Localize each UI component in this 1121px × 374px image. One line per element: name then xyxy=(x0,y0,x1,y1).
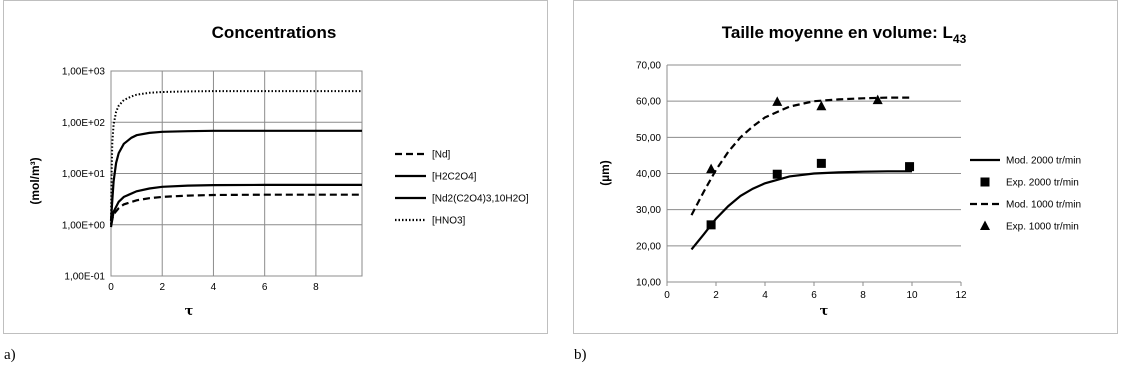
data-point xyxy=(905,162,915,172)
y-tick-label: 1,00E-01 xyxy=(64,272,105,283)
x-tick-label: 2 xyxy=(159,282,165,293)
x-tick-label: 4 xyxy=(762,290,768,301)
data-point xyxy=(816,100,827,111)
chart-title-subscript: 43 xyxy=(953,32,967,46)
y-axis-label: (mol/m³) xyxy=(28,157,42,204)
mean-size-chart: Taille moyenne en volume: L43 (µm) τ 10,… xyxy=(598,23,1081,319)
series-line xyxy=(109,193,362,224)
legend-label: Mod. 2000 tr/min xyxy=(1006,156,1081,167)
x-tick-label: 2 xyxy=(713,290,719,301)
y-tick-label: 1,00E+00 xyxy=(62,220,106,231)
x-tick-label: 4 xyxy=(211,282,217,293)
legend-marker xyxy=(980,220,990,230)
chart-title: Concentrations xyxy=(212,23,337,42)
series-line xyxy=(690,96,912,216)
data-point xyxy=(772,96,783,106)
caption-b: b) xyxy=(574,347,587,363)
legend-marker xyxy=(980,177,990,187)
data-point xyxy=(772,169,782,179)
y-axis-label: (µm) xyxy=(598,160,612,186)
data-point xyxy=(816,158,826,168)
concentrations-chart: Concentrations (mol/m³) τ 1,00E-01 1,00E+… xyxy=(28,23,529,319)
y-tick-label: 1,00E+01 xyxy=(62,169,106,180)
legend-label: Mod. 1000 tr/min xyxy=(1006,200,1081,211)
legend-label: Exp. 2000 tr/min xyxy=(1006,178,1079,189)
y-tick-label: 50,00 xyxy=(636,133,661,144)
x-axis-label: τ xyxy=(820,304,829,319)
y-tick-label: 40,00 xyxy=(636,169,661,180)
y-tick-label: 30,00 xyxy=(636,205,661,216)
x-tick-label: 12 xyxy=(955,290,967,301)
x-axis-label: τ xyxy=(185,304,194,319)
x-tick-label: 6 xyxy=(811,290,817,301)
chart-title-main: Taille moyenne en volume: L xyxy=(722,23,953,42)
series-line xyxy=(690,170,912,251)
x-tick-label: 0 xyxy=(108,282,114,293)
legend-label: Exp. 1000 tr/min xyxy=(1006,222,1079,233)
data-point xyxy=(706,163,717,174)
x-tick-label: 0 xyxy=(664,290,670,301)
y-tick-label: 1,00E+02 xyxy=(62,118,106,129)
y-tick-label: 60,00 xyxy=(636,97,661,108)
chart-panel-concentrations: Concentrations (mol/m³) τ 1,00E-01 1,00E+… xyxy=(3,0,548,334)
y-tick-label: 1,00E+03 xyxy=(62,67,106,78)
series-line xyxy=(109,129,362,221)
data-point xyxy=(872,94,883,105)
chart-panel-mean-size: Taille moyenne en volume: L43 (µm) τ 10,… xyxy=(573,0,1118,334)
x-tick-label: 8 xyxy=(313,282,319,293)
series-line xyxy=(109,183,362,228)
y-tick-label: 10,00 xyxy=(636,278,661,289)
legend-label: [H2C2O4] xyxy=(432,172,477,183)
x-tick-label: 6 xyxy=(262,282,268,293)
x-tick-label: 8 xyxy=(860,290,866,301)
data-point xyxy=(706,220,716,230)
legend-label: [Nd] xyxy=(432,150,451,161)
chart-title: Taille moyenne en volume: L43 xyxy=(722,23,967,46)
y-tick-label: 20,00 xyxy=(636,241,661,252)
caption-a: a) xyxy=(4,347,16,363)
x-tick-label: 10 xyxy=(906,290,918,301)
series-line xyxy=(110,90,362,225)
legend-label: [Nd2(C2O4)3,10H2O] xyxy=(432,194,529,205)
y-tick-label: 70,00 xyxy=(636,61,661,72)
legend-label: [HNO3] xyxy=(432,216,466,227)
